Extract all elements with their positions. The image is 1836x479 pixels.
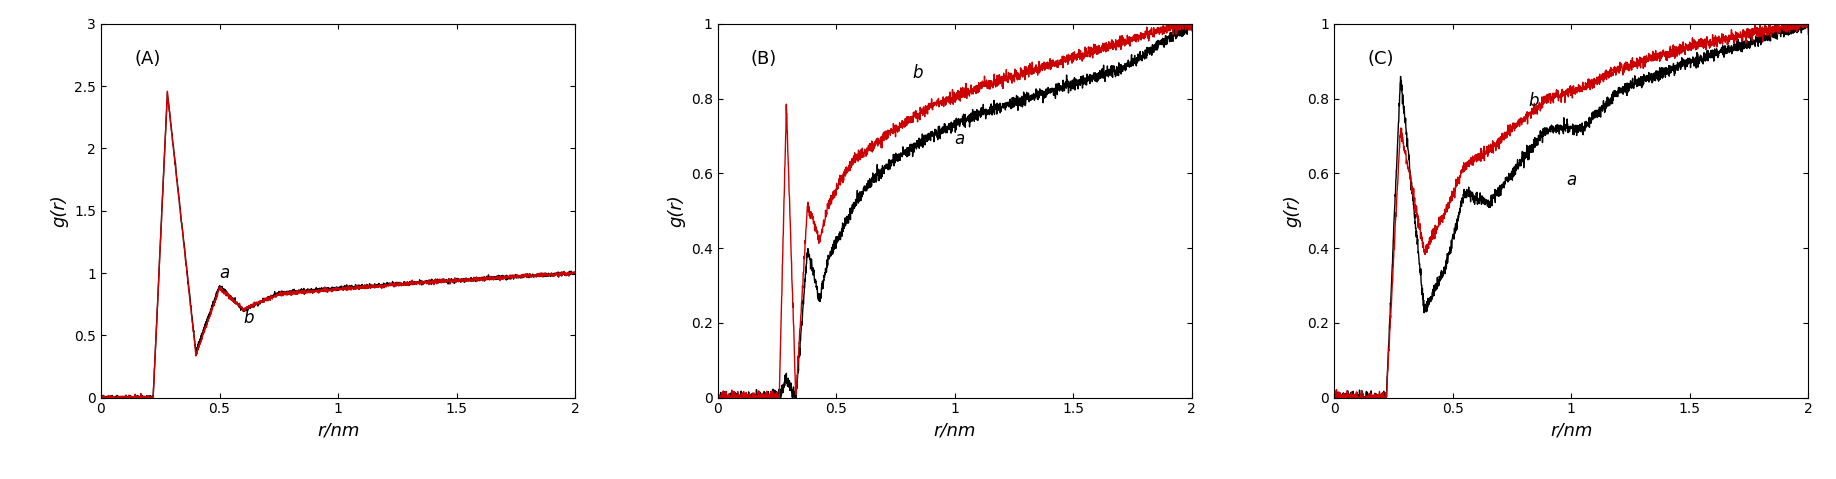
Text: a: a [1566,171,1577,189]
Text: b: b [912,64,922,82]
X-axis label: r/nm: r/nm [1550,422,1592,440]
X-axis label: r/nm: r/nm [933,422,977,440]
Text: b: b [242,309,253,327]
Y-axis label: g(r): g(r) [1283,194,1302,227]
Text: (C): (C) [1368,50,1394,68]
Y-axis label: g(r): g(r) [51,194,68,227]
Text: (B): (B) [751,50,777,68]
Text: a: a [955,129,966,148]
Text: b: b [1529,92,1539,110]
X-axis label: r/nm: r/nm [318,422,360,440]
Y-axis label: g(r): g(r) [666,194,685,227]
Text: (A): (A) [134,50,160,68]
Text: a: a [220,264,230,282]
